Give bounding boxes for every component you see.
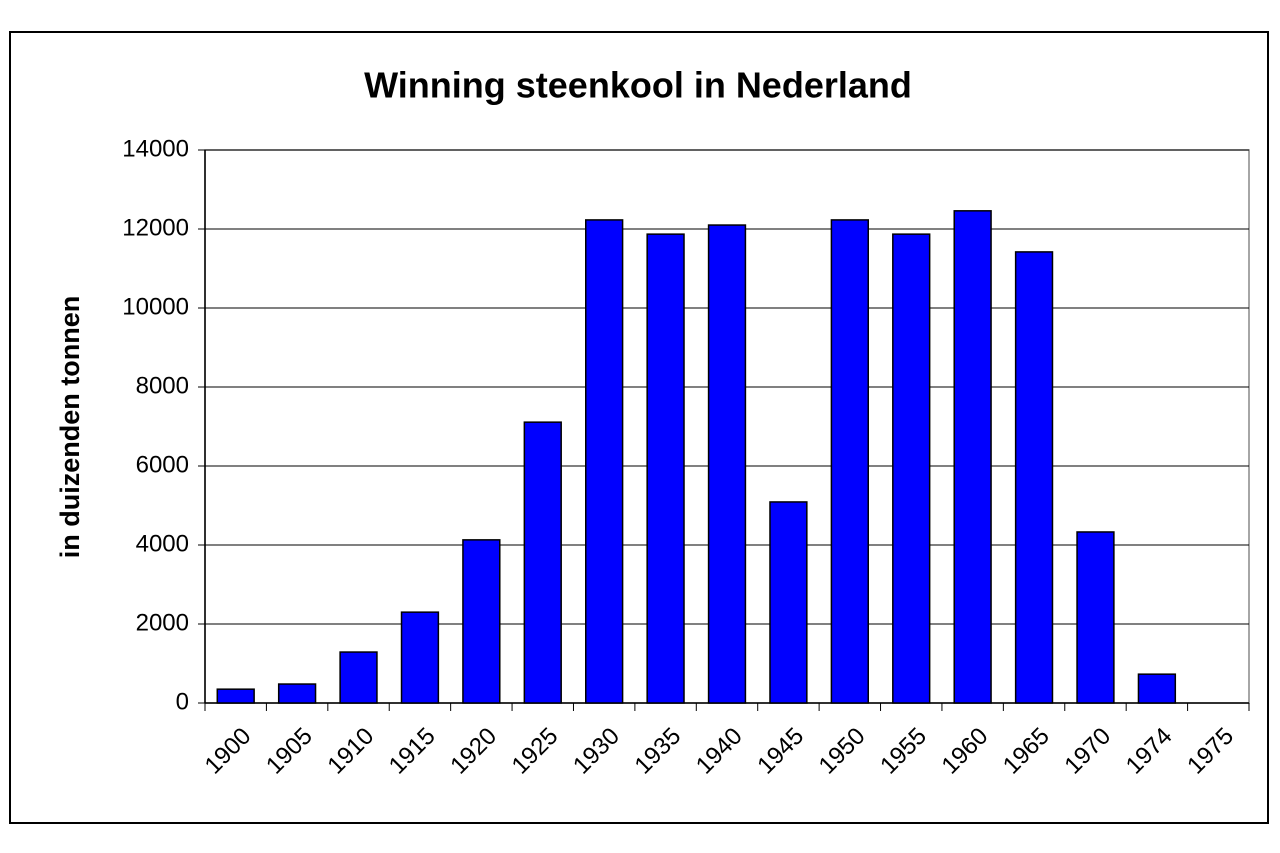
bar — [339, 651, 378, 704]
bar — [953, 210, 992, 704]
bar — [892, 233, 931, 704]
bar — [646, 233, 685, 704]
bar — [707, 224, 747, 704]
bar — [277, 683, 317, 704]
bar — [1137, 673, 1177, 704]
y-tick-label: 12000 — [122, 214, 189, 241]
chart-title: Winning steenkool in Nederland — [364, 65, 912, 106]
bar — [769, 501, 808, 704]
bar — [462, 539, 501, 704]
y-axis-label: in duizenden tonnen — [55, 296, 85, 558]
bar — [1076, 531, 1115, 704]
y-tick-label: 0 — [176, 688, 189, 715]
bar — [830, 219, 869, 704]
bar — [1014, 251, 1054, 704]
bar — [216, 688, 255, 704]
y-tick-label: 10000 — [122, 293, 189, 320]
bar — [400, 611, 440, 704]
y-tick-label: 14000 — [122, 135, 189, 162]
bar — [523, 421, 562, 704]
y-tick-label: 4000 — [136, 530, 189, 557]
y-tick-label: 2000 — [136, 609, 189, 636]
bar — [585, 219, 624, 704]
y-tick-label: 6000 — [136, 451, 189, 478]
y-tick-label: 8000 — [136, 372, 189, 399]
